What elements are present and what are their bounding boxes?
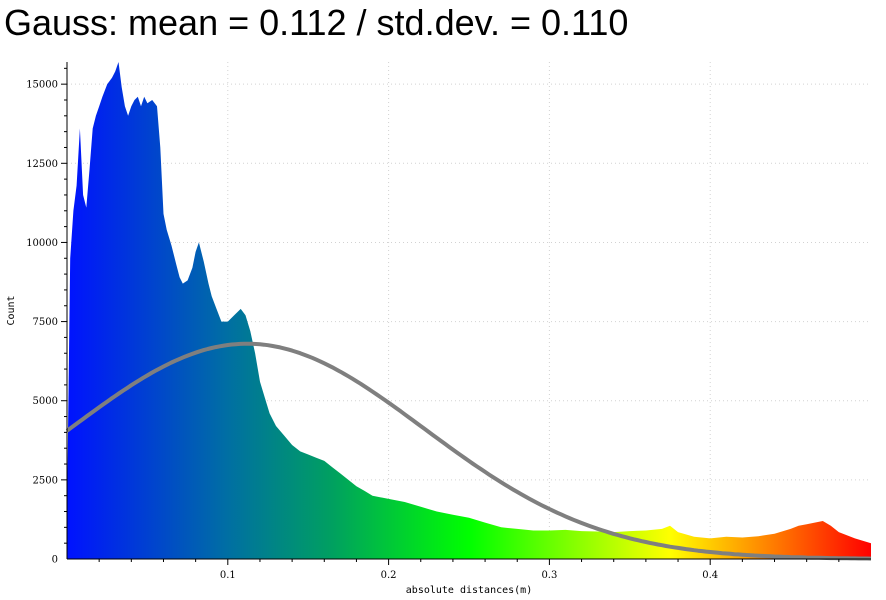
x-ticks: 0.1 0.2 0.3 0.4 — [98, 559, 840, 581]
y-tick-label: 10000 — [26, 238, 58, 249]
histogram-area — [67, 62, 871, 559]
x-tick-label: 0.1 — [220, 570, 236, 581]
x-axis-label: absolute distances(m) — [406, 585, 532, 596]
x-tick-label: 0.2 — [381, 570, 397, 581]
y-tick-label: 5000 — [33, 396, 58, 407]
y-tick-label: 15000 — [26, 80, 58, 91]
chart-title: Gauss: mean = 0.112 / std.dev. = 0.110 — [4, 2, 629, 43]
grid-lines — [67, 62, 871, 559]
axes — [66, 62, 871, 560]
y-tick-label: 12500 — [26, 159, 58, 170]
gauss-curve — [65, 341, 872, 561]
y-tick-label: 0 — [52, 555, 58, 566]
y-tick-label: 2500 — [33, 475, 58, 486]
x-tick-label: 0.4 — [702, 570, 718, 581]
y-ticks: 0 2500 5000 7500 10000 12500 15000 — [26, 67, 67, 566]
x-tick-label: 0.3 — [541, 570, 557, 581]
y-axis-label: Count — [6, 295, 17, 325]
y-tick-label: 7500 — [33, 317, 58, 328]
